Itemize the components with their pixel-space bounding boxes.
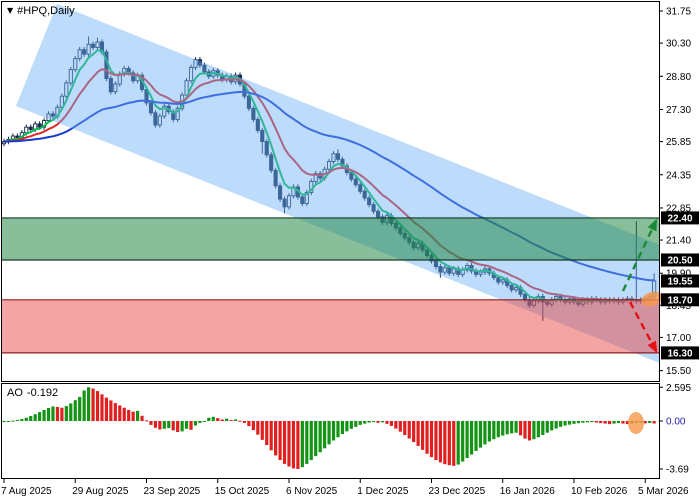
symbol-label-text: #HPQ,Daily (17, 5, 75, 17)
price-chart-area[interactable] (2, 4, 700, 384)
ao-indicator-name: AO (7, 387, 23, 399)
x-axis-label: 6 Nov 2025 (286, 486, 338, 497)
price-tag: 18.70 (661, 293, 699, 307)
x-axis-label: 15 Oct 2025 (215, 486, 270, 497)
y-axis-label: 21.40 (666, 236, 691, 247)
ao-indicator-label: AO -0.192 (7, 387, 58, 399)
price-scale[interactable]: 31.75 30.30 28.80 27.30 25.85 24.35 22.85 21.40… (659, 7, 699, 378)
price-highlight-ellipse (641, 291, 663, 307)
price-tag: 20.50 (661, 253, 699, 267)
dropdown-icon: ▼ (7, 6, 14, 15)
svg-text:19.55: 19.55 (667, 276, 692, 287)
ao-scale[interactable]: 2.595 0.00 -3.69 (659, 383, 691, 476)
ao-axis-label: 2.595 (666, 383, 691, 394)
x-axis-label: 5 Mar 2026 (638, 486, 689, 497)
x-axis-label: 10 Feb 2026 (571, 486, 628, 497)
ao-indicator-value: -0.192 (26, 387, 59, 399)
price-tag: 22.40 (661, 211, 699, 225)
y-axis-label: 27.30 (666, 105, 691, 116)
descending-channel (16, 4, 659, 363)
y-axis-label: 17.00 (666, 333, 691, 344)
price-tag: 16.30 (661, 346, 699, 360)
y-axis-label: 18.45 (666, 301, 691, 312)
ma-medium-line (3, 68, 656, 302)
y-axis-label: 30.30 (666, 39, 691, 50)
x-axis-label: 16 Jan 2026 (500, 486, 555, 497)
x-axis-label: 29 Aug 2025 (72, 486, 129, 497)
time-scale[interactable]: 7 Aug 2025 29 Aug 2025 23 Sep 2025 15 Oct 2… (1, 479, 689, 497)
svg-text:16.30: 16.30 (667, 348, 692, 359)
bullish-arrow (621, 218, 658, 292)
y-axis-label: 15.50 (666, 366, 691, 377)
y-axis-label: 31.75 (666, 7, 691, 18)
y-axis-label: 19.90 (666, 269, 691, 280)
y-axis-label: 22.85 (666, 203, 691, 214)
price-tag: 19.55 (661, 274, 699, 288)
y-axis-label: 28.80 (666, 72, 691, 83)
svg-text:18.70: 18.70 (667, 295, 692, 306)
price-panel-frame (1, 1, 660, 382)
ao-panel-frame (1, 383, 660, 479)
svg-text:20.50: 20.50 (667, 255, 692, 266)
ao-axis-label: -3.69 (666, 464, 689, 475)
x-axis-label: 23 Sep 2025 (143, 486, 200, 497)
resistance-zone (2, 217, 659, 260)
ao-axis-label: 0.00 (666, 417, 686, 428)
x-axis-label: 7 Aug 2025 (1, 486, 52, 497)
x-axis-label: 1 Dec 2025 (357, 486, 409, 497)
svg-text:22.40: 22.40 (667, 213, 692, 224)
y-axis-label: 24.35 (666, 170, 691, 181)
y-axis-label: 25.85 (666, 137, 691, 148)
x-axis-label: 23 Dec 2025 (428, 486, 485, 497)
ao-indicator-area[interactable] (2, 387, 659, 469)
symbol-label[interactable]: ▼ #HPQ,Daily (7, 5, 75, 17)
ao-highlight-ellipse (628, 412, 644, 434)
support-zone (2, 299, 659, 353)
bearish-arrow (628, 301, 658, 354)
